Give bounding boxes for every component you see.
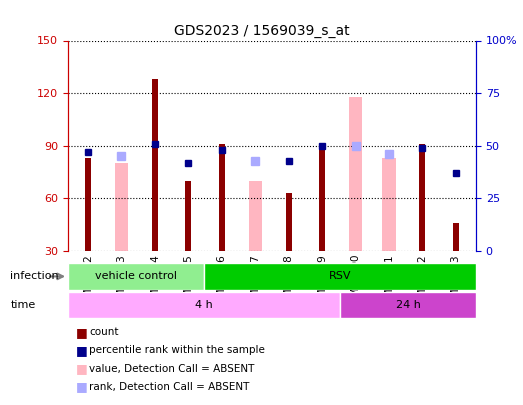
Bar [85,158,91,251]
Text: ■: ■ [76,326,87,339]
Text: value, Detection Call = ABSENT: value, Detection Call = ABSENT [89,364,254,373]
Bar [319,146,325,251]
Text: vehicle control: vehicle control [95,271,177,281]
Text: count: count [89,327,118,337]
FancyBboxPatch shape [204,263,476,290]
Bar [248,181,262,251]
Text: infection: infection [10,271,59,281]
Bar [115,163,128,251]
Bar [286,193,292,251]
Bar [219,144,225,251]
Bar [382,158,396,251]
FancyBboxPatch shape [340,292,476,318]
Text: 24 h: 24 h [395,300,420,310]
Bar [419,144,425,251]
Text: GDS2023 / 1569039_s_at: GDS2023 / 1569039_s_at [174,24,349,38]
Text: time: time [10,300,36,309]
FancyBboxPatch shape [68,292,340,318]
Text: RSV: RSV [328,271,351,281]
Bar [185,181,191,251]
Text: ■: ■ [76,380,87,393]
Text: ■: ■ [76,344,87,357]
Text: 4 h: 4 h [195,300,213,310]
Bar [453,223,459,251]
Text: percentile rank within the sample: percentile rank within the sample [89,345,265,355]
Bar [152,79,158,251]
Text: rank, Detection Call = ABSENT: rank, Detection Call = ABSENT [89,382,249,392]
FancyBboxPatch shape [68,263,204,290]
Bar [349,97,362,251]
Text: ■: ■ [76,362,87,375]
